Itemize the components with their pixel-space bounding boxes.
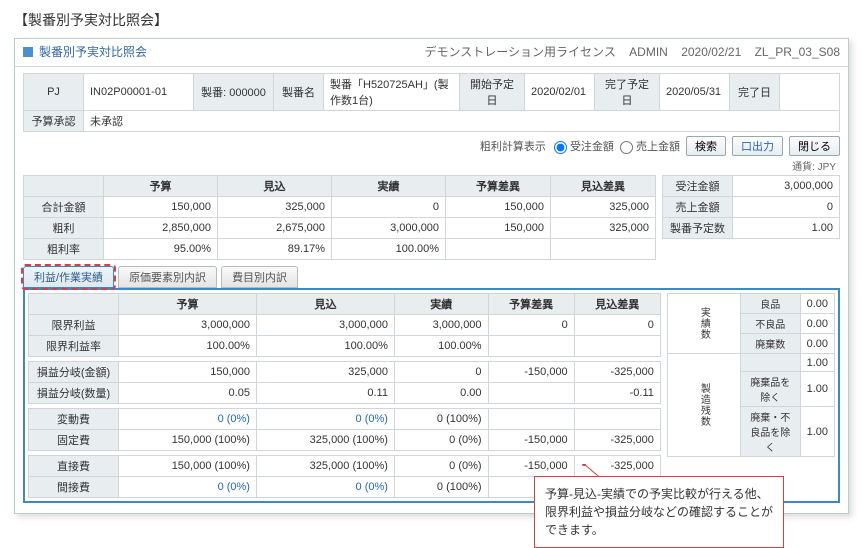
user-text: ADMIN xyxy=(629,45,668,59)
close-button[interactable]: 閉じる xyxy=(789,136,840,156)
toolbar: 粗利計算表示 受注金額 売上金額 検索 口出力 閉じる xyxy=(23,136,840,156)
window-titlebar: 製番別予実対比照会 デモンストレーション用ライセンス ADMIN 2020/02… xyxy=(15,39,848,64)
name-value: 製番「H520725AH」(製作数1台) xyxy=(324,74,460,111)
done-value xyxy=(780,74,840,111)
summary-table: 予算 見込 実績 予算差異 見込差異 合計金額150,000325,000015… xyxy=(23,175,656,260)
currency-label: 通貨: JPY xyxy=(15,156,848,175)
start-value: 2020/02/01 xyxy=(525,74,595,111)
license-text: デモンストレーション用ライセンス xyxy=(425,45,616,59)
header-form: PJ IN02P00001-01 製番: 000000 製番名 製番「H5207… xyxy=(23,73,840,132)
radio-order-amount[interactable]: 受注金額 xyxy=(554,138,614,154)
start-label: 開始予定日 xyxy=(460,74,525,111)
window-title: 製番別予実対比照会 xyxy=(39,43,147,60)
search-button[interactable]: 検索 xyxy=(686,136,726,156)
date-text: 2020/02/21 xyxy=(681,45,741,59)
tab-profit[interactable]: 利益/作業実績 xyxy=(23,266,114,288)
calc-label: 粗利計算表示 xyxy=(480,138,546,154)
name-label: 製番名 xyxy=(274,74,324,111)
seiban-value: 000000 xyxy=(229,87,266,99)
tab-bar: 利益/作業実績 原価要素別内訳 費目別内訳 xyxy=(23,266,848,288)
tab-expense-item[interactable]: 費目別内訳 xyxy=(221,266,298,288)
detail-side-table: 実績数良品0.00不良品0.00廃棄数0.00製造残数1.00廃棄品を除く1.0… xyxy=(667,293,835,457)
page-heading: 【製番別予実対比照会】 xyxy=(14,10,849,30)
approval-value: 未承認 xyxy=(84,111,840,132)
tab-cost-element[interactable]: 原価要素別内訳 xyxy=(118,266,217,288)
app-window: 製番別予実対比照会 デモンストレーション用ライセンス ADMIN 2020/02… xyxy=(14,38,849,514)
end-value: 2020/05/31 xyxy=(660,74,730,111)
summary-side-table: 受注金額3,000,000 売上金額0 製番予定数1.00 xyxy=(662,175,840,239)
callout-box: 予算-見込-実績での予実比較が行える他、限界利益や損益分岐などの確認することがで… xyxy=(534,476,784,548)
export-button[interactable]: 口出力 xyxy=(732,136,783,156)
pj-label: PJ xyxy=(24,74,84,111)
detail-table: 予算 見込 実績 予算差異 見込差異 限界利益3,000,0003,000,00… xyxy=(28,293,661,498)
seiban-label: 製番: xyxy=(201,87,226,99)
window-meta: デモンストレーション用ライセンス ADMIN 2020/02/21 ZL_PR_… xyxy=(415,43,840,60)
done-label: 完了日 xyxy=(730,74,780,111)
end-label: 完了予定日 xyxy=(595,74,660,111)
screen-id: ZL_PR_03_S08 xyxy=(755,45,840,59)
pj-value: IN02P00001-01 xyxy=(84,74,194,111)
window-icon xyxy=(23,47,33,57)
approval-label: 予算承認 xyxy=(24,111,84,132)
radio-sales-amount[interactable]: 売上金額 xyxy=(620,138,680,154)
